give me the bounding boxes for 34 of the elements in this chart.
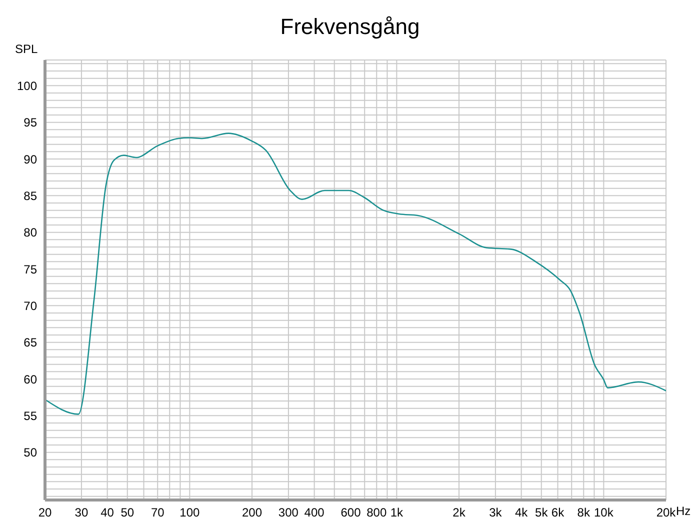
y-tick-label: 100 (16, 78, 38, 93)
x-tick-label: 600 (340, 506, 362, 520)
x-tick-label: 40 (100, 506, 114, 520)
y-tick-label: 55 (24, 408, 38, 423)
y-tick-label: 60 (24, 372, 38, 386)
y-tick-label: 50 (24, 446, 38, 460)
x-tick-label: 10k (594, 506, 614, 520)
x-tick-label: 8k (577, 506, 591, 520)
x-tick-label: 800 (366, 506, 387, 520)
x-tick-label: 5k (535, 506, 549, 520)
x-tick-label: 400 (304, 506, 325, 520)
y-tick-label: 95 (24, 116, 38, 130)
x-axis-title: Hz (676, 504, 691, 518)
x-tick-label: 3k (489, 506, 503, 520)
chart-title: Frekvensgång (279, 14, 421, 40)
y-tick-label: 80 (24, 226, 38, 240)
x-tick-label: 2k (452, 506, 466, 520)
x-tick-label: 30 (74, 506, 88, 520)
y-tick-label: 70 (24, 298, 38, 313)
x-tick-label: 4k (514, 506, 529, 520)
x-tick-label: 50 (120, 506, 134, 520)
x-tick-label: 1k (390, 506, 404, 520)
x-tick-label: 100 (180, 506, 200, 520)
y-tick-label: 65 (24, 336, 38, 350)
x-tick-label: 300 (278, 506, 299, 520)
x-tick-label: 20 (38, 506, 52, 520)
x-tick-label: 6k (551, 506, 566, 520)
x-tick-label: 200 (242, 506, 262, 520)
y-tick-label: 85 (24, 188, 38, 203)
x-tick-label: 70 (150, 506, 165, 520)
x-tick-label: 20k (656, 506, 677, 520)
y-axis-title: SPL (15, 42, 38, 56)
y-tick-label: 90 (24, 152, 38, 166)
y-tick-label: 75 (24, 262, 38, 276)
